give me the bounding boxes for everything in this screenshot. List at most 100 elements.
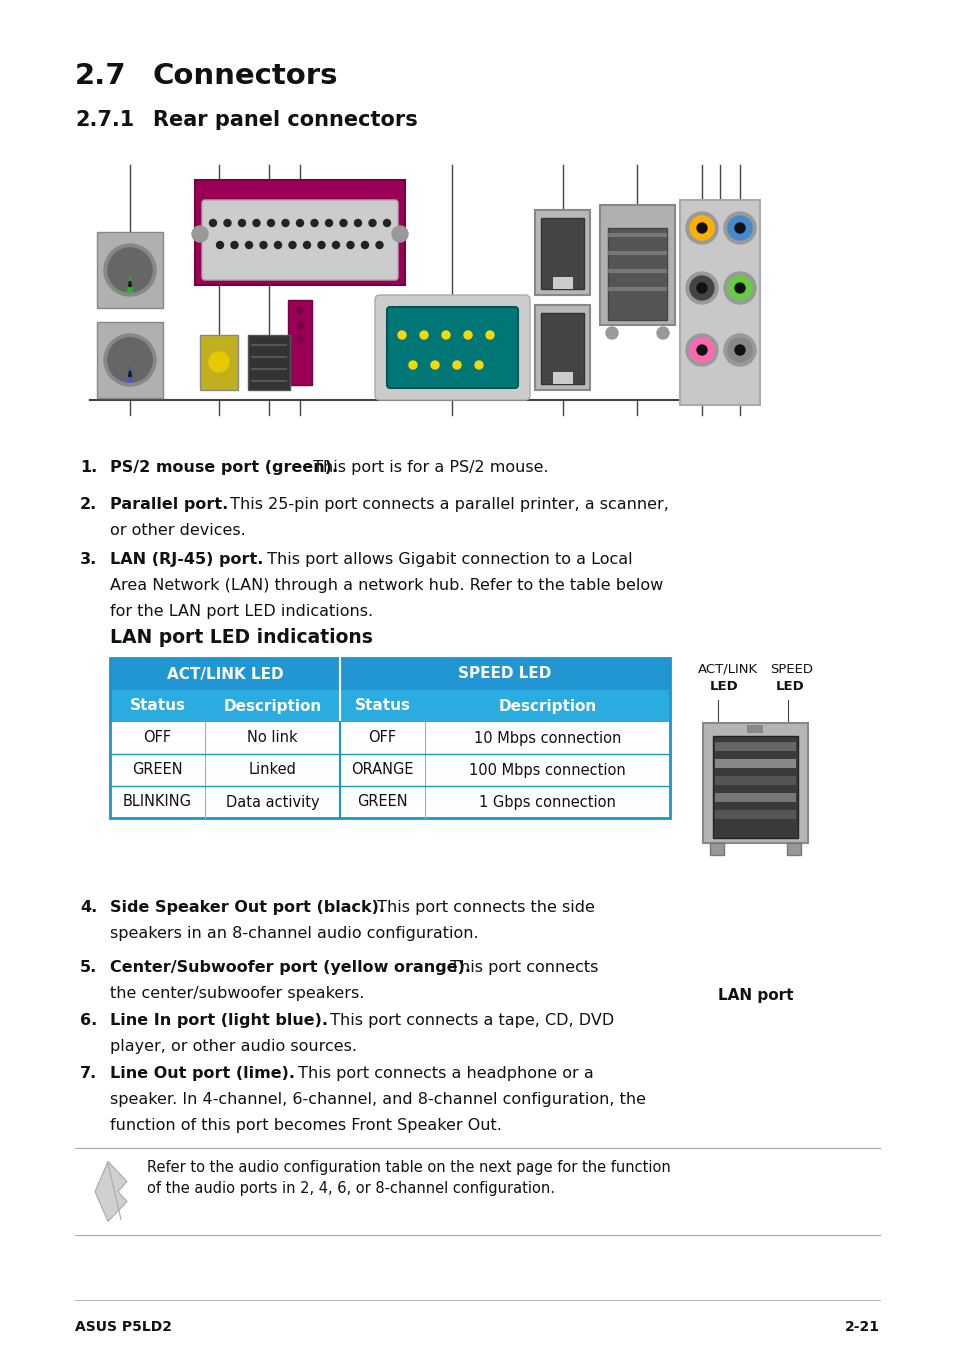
Text: This 25-pin port connects a parallel printer, a scanner,: This 25-pin port connects a parallel pri… xyxy=(225,497,668,512)
FancyBboxPatch shape xyxy=(288,300,312,385)
Circle shape xyxy=(128,354,132,359)
Circle shape xyxy=(333,242,339,249)
Circle shape xyxy=(355,219,361,227)
Text: LAN (RJ-45) port.: LAN (RJ-45) port. xyxy=(110,553,263,567)
Circle shape xyxy=(216,242,223,249)
Text: LAN port: LAN port xyxy=(717,988,792,1002)
Circle shape xyxy=(723,212,755,245)
FancyBboxPatch shape xyxy=(110,721,669,754)
Text: This port connects the side: This port connects the side xyxy=(372,900,595,915)
Text: function of this port becomes Front Speaker Out.: function of this port becomes Front Spea… xyxy=(110,1119,501,1133)
Circle shape xyxy=(734,223,744,232)
Text: 6.: 6. xyxy=(80,1013,97,1028)
Circle shape xyxy=(727,276,751,300)
Text: Rear panel connectors: Rear panel connectors xyxy=(152,109,417,130)
Circle shape xyxy=(192,226,208,242)
Circle shape xyxy=(108,249,152,292)
Text: 100 Mbps connection: 100 Mbps connection xyxy=(469,762,625,777)
Circle shape xyxy=(409,361,416,369)
Circle shape xyxy=(697,282,706,293)
Text: for the LAN port LED indications.: for the LAN port LED indications. xyxy=(110,604,373,619)
Circle shape xyxy=(734,345,744,355)
Text: 10 Mbps connection: 10 Mbps connection xyxy=(474,731,620,746)
Text: or other devices.: or other devices. xyxy=(110,523,246,538)
Circle shape xyxy=(245,242,253,249)
Circle shape xyxy=(419,331,428,339)
Circle shape xyxy=(282,219,289,227)
Text: ACT/LINK: ACT/LINK xyxy=(698,663,758,676)
FancyBboxPatch shape xyxy=(599,205,675,326)
Circle shape xyxy=(303,242,310,249)
Text: LAN port LED indications: LAN port LED indications xyxy=(110,628,373,647)
Circle shape xyxy=(685,212,718,245)
Circle shape xyxy=(685,272,718,304)
Text: Status: Status xyxy=(355,698,410,713)
Circle shape xyxy=(369,219,375,227)
Text: Data activity: Data activity xyxy=(226,794,319,809)
Text: 2.7.1: 2.7.1 xyxy=(75,109,134,130)
Circle shape xyxy=(383,219,390,227)
Circle shape xyxy=(697,223,706,232)
Text: GREEN: GREEN xyxy=(356,794,407,809)
Text: 1 Gbps connection: 1 Gbps connection xyxy=(478,794,616,809)
Text: Center/Subwoofer port (yellow orange).: Center/Subwoofer port (yellow orange). xyxy=(110,961,471,975)
FancyBboxPatch shape xyxy=(200,335,237,390)
Text: This port allows Gigabit connection to a Local: This port allows Gigabit connection to a… xyxy=(262,553,632,567)
Circle shape xyxy=(267,219,274,227)
FancyBboxPatch shape xyxy=(110,690,669,721)
Circle shape xyxy=(108,338,152,382)
Circle shape xyxy=(115,354,120,359)
Text: ORANGE: ORANGE xyxy=(351,762,414,777)
Circle shape xyxy=(697,345,706,355)
Circle shape xyxy=(685,334,718,366)
Circle shape xyxy=(311,219,317,227)
Circle shape xyxy=(134,276,139,281)
Circle shape xyxy=(431,361,438,369)
Circle shape xyxy=(723,334,755,366)
Text: GREEN: GREEN xyxy=(132,762,183,777)
FancyBboxPatch shape xyxy=(714,759,795,767)
Text: 4.: 4. xyxy=(80,900,97,915)
FancyBboxPatch shape xyxy=(709,843,723,855)
Text: This port connects a headphone or a: This port connects a headphone or a xyxy=(293,1066,593,1081)
Circle shape xyxy=(296,307,303,313)
Circle shape xyxy=(441,331,450,339)
Circle shape xyxy=(392,226,408,242)
Circle shape xyxy=(453,361,460,369)
Circle shape xyxy=(347,242,354,249)
Polygon shape xyxy=(95,1162,127,1221)
Circle shape xyxy=(128,281,132,286)
FancyBboxPatch shape xyxy=(110,658,669,690)
Circle shape xyxy=(104,245,156,296)
FancyBboxPatch shape xyxy=(714,793,795,802)
Text: speaker. In 4-channel, 6-channel, and 8-channel configuration, the: speaker. In 4-channel, 6-channel, and 8-… xyxy=(110,1092,645,1106)
Circle shape xyxy=(317,242,325,249)
Text: ACT/LINK LED: ACT/LINK LED xyxy=(167,666,283,681)
Circle shape xyxy=(210,219,216,227)
FancyBboxPatch shape xyxy=(202,200,397,280)
FancyBboxPatch shape xyxy=(375,295,530,400)
Text: 3.: 3. xyxy=(80,553,97,567)
Circle shape xyxy=(375,242,382,249)
Circle shape xyxy=(128,372,132,377)
Text: Refer to the audio configuration table on the next page for the function
of the : Refer to the audio configuration table o… xyxy=(147,1161,670,1196)
Circle shape xyxy=(139,265,144,269)
Circle shape xyxy=(296,219,303,227)
Circle shape xyxy=(128,265,132,269)
Circle shape xyxy=(727,216,751,240)
Text: SPEED LED: SPEED LED xyxy=(457,666,551,681)
FancyBboxPatch shape xyxy=(679,200,760,405)
FancyBboxPatch shape xyxy=(712,736,797,838)
Circle shape xyxy=(209,353,229,372)
Text: No link: No link xyxy=(247,731,297,746)
Circle shape xyxy=(723,272,755,304)
Circle shape xyxy=(289,242,295,249)
Text: LED: LED xyxy=(775,680,804,693)
Text: player, or other audio sources.: player, or other audio sources. xyxy=(110,1039,356,1054)
Circle shape xyxy=(274,242,281,249)
FancyBboxPatch shape xyxy=(714,775,795,785)
FancyBboxPatch shape xyxy=(746,725,762,734)
Text: BLINKING: BLINKING xyxy=(123,794,192,809)
Circle shape xyxy=(260,242,267,249)
FancyBboxPatch shape xyxy=(714,742,795,751)
